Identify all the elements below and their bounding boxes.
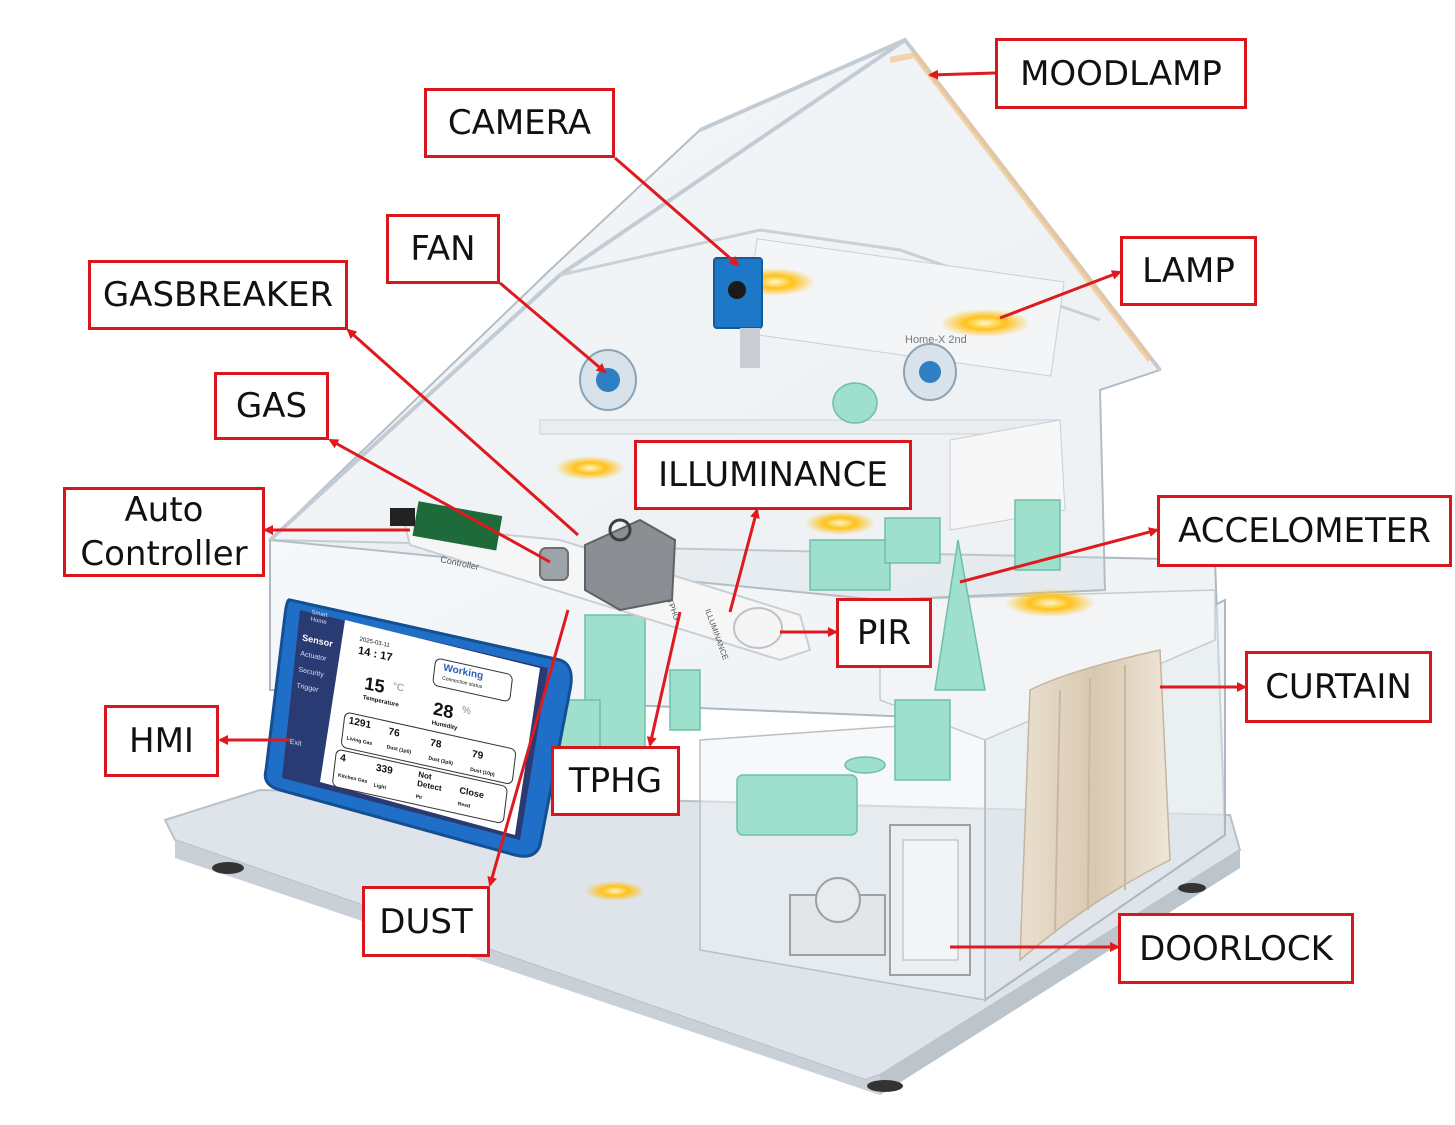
label-illuminance-text: ILLUMINANCE [658, 455, 888, 495]
moodlamp-strip [889, 51, 1153, 362]
hmi-kitchen-gas-value: 4 [339, 752, 347, 765]
hmi-reed-label: Reed [457, 800, 471, 810]
label-pir-text: PIR [856, 613, 912, 653]
label-curtain-text: CURTAIN [1265, 667, 1412, 707]
arrow-dust [487, 609, 570, 887]
hmi-menu-actuator[interactable]: Actuator [299, 650, 327, 664]
hmi-reed-value: Close [458, 784, 485, 801]
hmi-humidity-unit: % [461, 704, 472, 718]
label-accelometer: ACCELOMETER [1157, 495, 1452, 567]
label-auto-controller-line1: Auto [124, 490, 204, 530]
pir-sensor [733, 607, 783, 649]
hmi-light-label: Light [373, 782, 387, 792]
hmi-light-value: 339 [375, 762, 394, 778]
hmi-device [263, 598, 573, 858]
label-hmi: HMI [104, 705, 219, 777]
camera-module [713, 257, 763, 368]
arrow-camera [614, 156, 740, 267]
hmi-kitchen-gas-label: Kitchen Gas [337, 772, 368, 785]
hmi-dust-2p5-value: 78 [429, 737, 443, 751]
hmi-living-gas-value: 1291 [348, 715, 372, 732]
hmi-living-gas-label: Living Gas [346, 735, 373, 748]
hmi-dust-1p0-value: 76 [387, 726, 401, 740]
hmi-menu-sensor[interactable]: Sensor [301, 632, 334, 650]
hmi-temperature-unit: °C [392, 681, 405, 695]
label-fan: FAN [386, 214, 500, 284]
label-lamp-text: LAMP [1142, 251, 1235, 291]
label-lamp: LAMP [1120, 236, 1257, 306]
arrow-fan [499, 281, 607, 374]
label-gas: GAS [214, 372, 329, 440]
label-dust-text: DUST [379, 901, 473, 942]
fan-module [579, 343, 957, 411]
hmi-dust-10p-value: 79 [471, 748, 484, 763]
hmi-dust-2p5-label: Dust (2p5) [428, 755, 454, 767]
arrow-illuminance [728, 508, 760, 613]
label-moodlamp-text: MOODLAMP [1020, 53, 1222, 94]
label-camera-text: CAMERA [447, 103, 592, 143]
label-dust: DUST [362, 886, 490, 957]
label-tphg: TPHG [551, 746, 680, 816]
hmi-pir-label: Pir [415, 793, 423, 802]
arrow-tphg [646, 611, 682, 747]
label-pir: PIR [836, 598, 932, 668]
arrow-gas [328, 438, 551, 564]
hmi-brand: Smart Home [310, 609, 328, 627]
hmi-pir-value: Not Detect [416, 769, 443, 794]
furniture-models [554, 382, 1061, 836]
arrow-accelometer [959, 527, 1159, 584]
arrow-moodlamp [928, 69, 996, 80]
hmi-status-box: Working Connection status [432, 657, 514, 703]
label-auto-controller-line2: Controller [80, 534, 248, 574]
hmi-temperature: 15 [363, 672, 386, 698]
label-gas-text: GAS [235, 386, 308, 426]
label-curtain: CURTAIN [1245, 651, 1432, 723]
label-fan-text: FAN [410, 229, 476, 269]
board-model-text: Home-X 2nd [905, 334, 967, 346]
label-doorlock-text: DOORLOCK [1139, 928, 1333, 969]
label-auto-controller: Auto Controller [63, 487, 265, 577]
label-gasbreaker: GASBREAKER [88, 260, 348, 330]
gas-sensor [539, 547, 569, 581]
hmi-menu-security[interactable]: Security [297, 666, 325, 679]
curtain [1019, 649, 1171, 962]
arrow-lamp [999, 270, 1122, 320]
callout-arrows [218, 69, 1247, 952]
label-gasbreaker-text: GASBREAKER [102, 275, 334, 315]
label-illuminance: ILLUMINANCE [634, 440, 912, 510]
label-doorlock: DOORLOCK [1118, 913, 1354, 984]
hmi-dust-1p0-label: Dust (1p0) [386, 744, 412, 756]
hmi-humidity: 28 [432, 698, 455, 723]
label-moodlamp: MOODLAMP [995, 38, 1247, 109]
doorlock [789, 824, 971, 976]
hmi-dust-10p-label: Dust (10p) [469, 766, 495, 779]
hmi-humidity-label: Humidity [431, 720, 458, 732]
hmi-menu-trigger[interactable]: Trigger [296, 682, 319, 695]
label-tphg-text: TPHG [568, 761, 663, 801]
label-hmi-text: HMI [129, 721, 194, 761]
dust-sensor [584, 518, 677, 612]
arrow-gasbreaker [346, 328, 579, 537]
hmi-menu-exit[interactable]: Exit [289, 738, 302, 748]
label-camera: CAMERA [424, 88, 615, 158]
label-accelometer-text: ACCELOMETER [1178, 511, 1431, 551]
